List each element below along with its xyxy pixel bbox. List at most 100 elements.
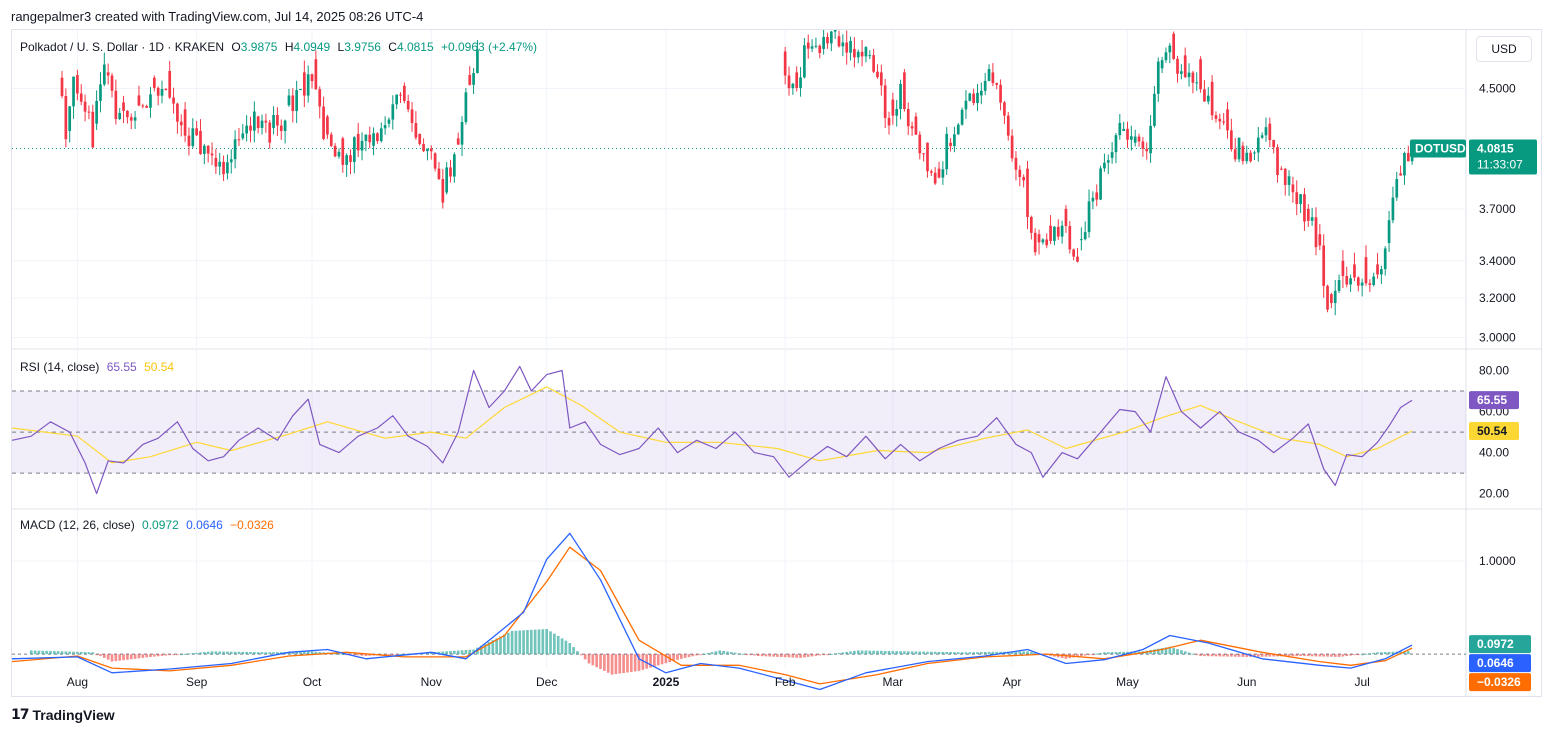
candle-body xyxy=(156,87,160,96)
symbol-title[interactable]: Polkadot / U. S. Dollar · 1D · KRAKEN xyxy=(20,40,225,54)
macd-histogram-bar xyxy=(383,654,387,656)
macd-histogram-bar xyxy=(787,654,791,658)
time-tick-label: Aug xyxy=(67,675,88,689)
macd-histogram-bar xyxy=(49,651,52,655)
macd-histogram-bar xyxy=(814,654,818,656)
macd-histogram-bar xyxy=(1064,654,1068,659)
candle-body xyxy=(853,48,856,58)
candle-body xyxy=(964,100,968,110)
macd-histogram-bar xyxy=(806,654,810,657)
macd-histogram-bar xyxy=(995,651,999,655)
candle-body xyxy=(218,161,222,167)
candle-body xyxy=(1249,152,1252,162)
macd-histogram-bar xyxy=(391,654,395,656)
candle-body xyxy=(1322,245,1326,286)
candle-body xyxy=(1133,136,1137,143)
candle-body xyxy=(464,92,468,123)
macd-histogram-bar xyxy=(149,654,152,657)
macd-histogram-bar xyxy=(395,654,399,656)
macd-histogram-bar xyxy=(56,651,60,655)
macd-histogram-bar xyxy=(899,651,902,655)
macd-histogram-bar xyxy=(1106,652,1110,655)
macd-histogram-bar xyxy=(291,651,295,655)
macd-histogram-bar xyxy=(1172,647,1176,655)
candle-body xyxy=(1222,121,1226,123)
candle-body xyxy=(1130,136,1133,140)
macd-histogram-bar xyxy=(137,654,141,659)
candle-body xyxy=(376,133,379,142)
macd-histogram-bar xyxy=(314,651,318,655)
macd-histogram-bar xyxy=(522,630,525,655)
currency-button[interactable]: USD xyxy=(1476,36,1532,62)
macd-histogram-bar xyxy=(1253,654,1256,657)
price-badges: DOTUSD 4.0815 11:33:07 65.55 50.54 0.0972 0.06… xyxy=(1410,139,1537,692)
candle-body xyxy=(422,143,425,152)
macd-histogram-bar xyxy=(703,653,706,655)
macd-histogram-bar xyxy=(102,654,106,658)
macd-histogram-bar xyxy=(310,651,314,655)
candle-body xyxy=(126,110,129,118)
macd-histogram-bar xyxy=(856,650,860,655)
candle-body xyxy=(922,153,925,155)
macd-histogram-bar xyxy=(279,652,283,655)
macd-histogram-bar xyxy=(1383,652,1387,655)
candle-body xyxy=(133,117,137,121)
macd-histogram-bar xyxy=(356,654,360,656)
candle-body xyxy=(341,138,345,165)
macd-histogram-bar xyxy=(968,652,972,655)
macd-histogram-bar xyxy=(987,651,991,655)
candle-body xyxy=(160,89,164,96)
candle-body xyxy=(1387,220,1391,243)
macd-histogram-bar xyxy=(760,654,764,657)
symbol-tag xyxy=(1410,139,1466,158)
macd-histogram-bar xyxy=(529,629,533,655)
candle-body xyxy=(1291,184,1295,193)
macd-histogram-bar xyxy=(453,650,456,655)
macd-histogram-bar xyxy=(641,654,645,670)
macd-histogram-bar xyxy=(1195,654,1199,656)
candle-body xyxy=(1299,194,1302,205)
candle-body xyxy=(414,123,418,138)
macd-title[interactable]: MACD (12, 26, close) xyxy=(20,518,135,532)
macd-histogram-bar xyxy=(1241,654,1245,657)
macd-histogram-bar xyxy=(260,652,264,655)
macd-histogram-bar xyxy=(595,654,599,668)
countdown-text: 11:33:07 xyxy=(1477,158,1523,172)
macd-histogram-bar xyxy=(472,649,475,655)
macd-histogram-bar xyxy=(1122,651,1126,655)
macd-histogram-bar xyxy=(176,654,179,656)
rsi-title[interactable]: RSI (14, close) xyxy=(20,360,100,374)
candle-body xyxy=(1226,109,1229,131)
rsi-ma-badge-text: 50.54 xyxy=(1477,424,1507,438)
macd-histogram-bar xyxy=(833,653,837,655)
candle-body xyxy=(1083,232,1087,240)
macd-histogram-bar xyxy=(1087,654,1091,656)
candle-body xyxy=(172,97,175,104)
time-tick-label: Nov xyxy=(421,675,442,689)
tradingview-logo[interactable]: 17 TradingView xyxy=(11,707,115,723)
candle-body xyxy=(1406,153,1410,162)
macd-histogram-bar xyxy=(122,654,125,661)
macd-histogram-bar xyxy=(1076,654,1079,657)
macd-histogram-bar xyxy=(706,652,710,655)
candle-body xyxy=(206,145,210,154)
candle-body xyxy=(1049,225,1052,241)
grid-lines xyxy=(12,30,1542,697)
price-candles xyxy=(60,30,1414,316)
macd-histogram-bar xyxy=(960,652,964,655)
macd-histogram-bar xyxy=(195,652,198,655)
macd-histogram-bar xyxy=(468,649,472,655)
macd-histogram-bar xyxy=(1060,654,1064,659)
macd-value: 0.0972 xyxy=(142,518,179,532)
macd-histogram-bar xyxy=(1237,654,1241,657)
macd-histogram-bar xyxy=(237,651,241,655)
macd-histogram-bar xyxy=(1210,654,1214,657)
candle-body xyxy=(1368,283,1372,285)
candle-body xyxy=(1064,208,1068,227)
candle-body xyxy=(264,120,268,123)
macd-histogram-bar xyxy=(499,636,502,655)
macd-histogram-bar xyxy=(953,652,956,655)
macd-histogram-bar xyxy=(441,651,445,655)
candle-body xyxy=(1006,115,1010,136)
